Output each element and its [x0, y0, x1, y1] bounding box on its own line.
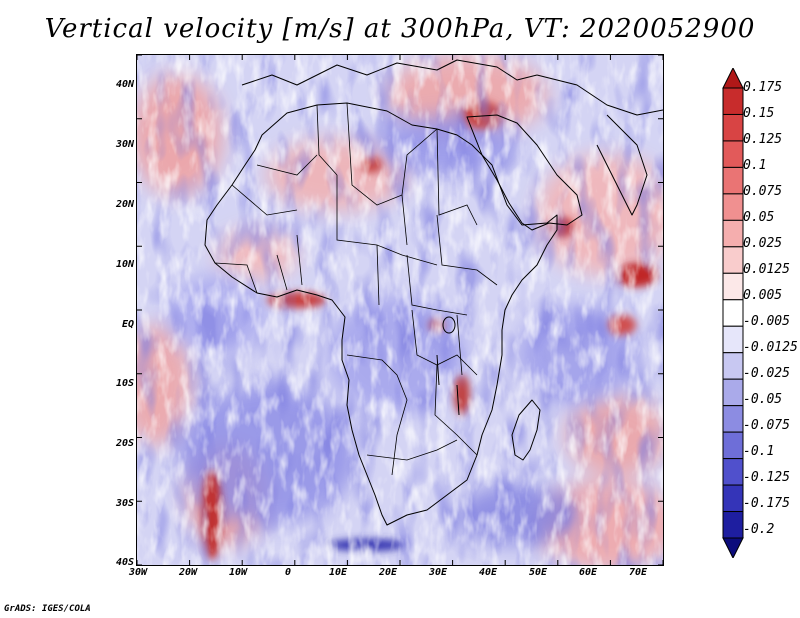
lat-label-30s: 30S: [115, 498, 134, 509]
cb-label-10: -0.0125: [743, 340, 798, 355]
colorbar-box: [722, 458, 744, 486]
axis-ticks: [137, 55, 663, 565]
lat-label-10n: 10N: [115, 259, 134, 270]
lat-label-40n: 40N: [115, 79, 134, 90]
lon-label-70e: 70E: [628, 567, 648, 578]
colorbar-box: [722, 378, 744, 407]
lon-label-20w: 20W: [178, 567, 198, 578]
lakes: [436, 316, 460, 416]
colorbar-box: [722, 113, 744, 142]
map-title: Vertical velocity [m/s] at 300hPa, VT: 2…: [44, 14, 756, 44]
cb-label-3: 0.1: [743, 158, 767, 173]
colorbar-bottom-triangle: [722, 537, 744, 558]
colorbar-box: [722, 193, 744, 221]
lon-label-0: 0: [284, 567, 292, 578]
lon-label-30e: 30E: [428, 567, 448, 578]
lon-label-50e: 50E: [528, 567, 548, 578]
cb-label-4: 0.075: [743, 184, 783, 199]
grads-credit: GrADS: IGES/COLA: [4, 604, 91, 614]
cb-label-11: -0.025: [743, 366, 790, 381]
lat-label-20s: 20S: [115, 438, 134, 449]
colorbar-box: [722, 511, 744, 539]
colorbar: [722, 68, 744, 558]
lon-label-40e: 40E: [478, 567, 498, 578]
cb-label-1: 0.15: [743, 106, 775, 121]
lat-label-30n: 30N: [115, 139, 134, 150]
cb-label-14: -0.1: [743, 444, 775, 459]
cb-label-17: -0.2: [743, 522, 775, 537]
lat-label-20n: 20N: [115, 199, 134, 210]
cb-label-9: -0.005: [743, 314, 790, 329]
lon-label-20e: 20E: [378, 567, 398, 578]
cb-label-5: 0.05: [743, 210, 775, 225]
colorbar-box: [722, 352, 744, 380]
colorbar-box: [722, 246, 744, 274]
colorbar-box: [722, 484, 744, 513]
lon-label-30w: 30W: [128, 567, 148, 578]
madagascar-coastline: [511, 399, 541, 461]
cb-label-13: -0.075: [743, 418, 790, 433]
arabia-coastline: [466, 114, 583, 231]
colorbar-box: [722, 140, 744, 168]
cb-label-7: 0.0125: [743, 262, 790, 277]
cb-label-6: 0.025: [743, 236, 783, 251]
europe-coastline: [241, 59, 538, 86]
map-plot-area: [136, 54, 664, 566]
colorbar-box: [722, 405, 744, 433]
cb-label-15: -0.125: [743, 470, 790, 485]
colorbar-box: [722, 299, 744, 327]
colorbar-box: [722, 219, 744, 248]
colorbar-box: [722, 325, 744, 354]
colorbar-box: [722, 87, 744, 115]
cb-label-8: 0.005: [743, 288, 783, 303]
lat-label-eq: EQ: [121, 319, 134, 330]
cb-label-2: 0.125: [743, 132, 783, 147]
asia-coastline: [536, 74, 663, 116]
cb-label-16: -0.175: [743, 496, 790, 511]
colorbar-box: [722, 272, 744, 301]
velocity-field-map: [137, 55, 663, 565]
lat-label-40s: 40S: [115, 557, 134, 568]
india-coastline: [596, 114, 648, 216]
colorbar-box: [722, 166, 744, 195]
colorbar-box: [722, 431, 744, 460]
lon-label-10w: 10W: [228, 567, 248, 578]
lon-label-10e: 10E: [328, 567, 348, 578]
lat-label-10s: 10S: [115, 378, 134, 389]
cb-label-12: -0.05: [743, 392, 783, 407]
cb-label-0: 0.175: [743, 80, 783, 95]
colorbar-top-triangle: [722, 68, 744, 89]
country-borders: [214, 102, 498, 476]
lon-label-60e: 60E: [578, 567, 598, 578]
